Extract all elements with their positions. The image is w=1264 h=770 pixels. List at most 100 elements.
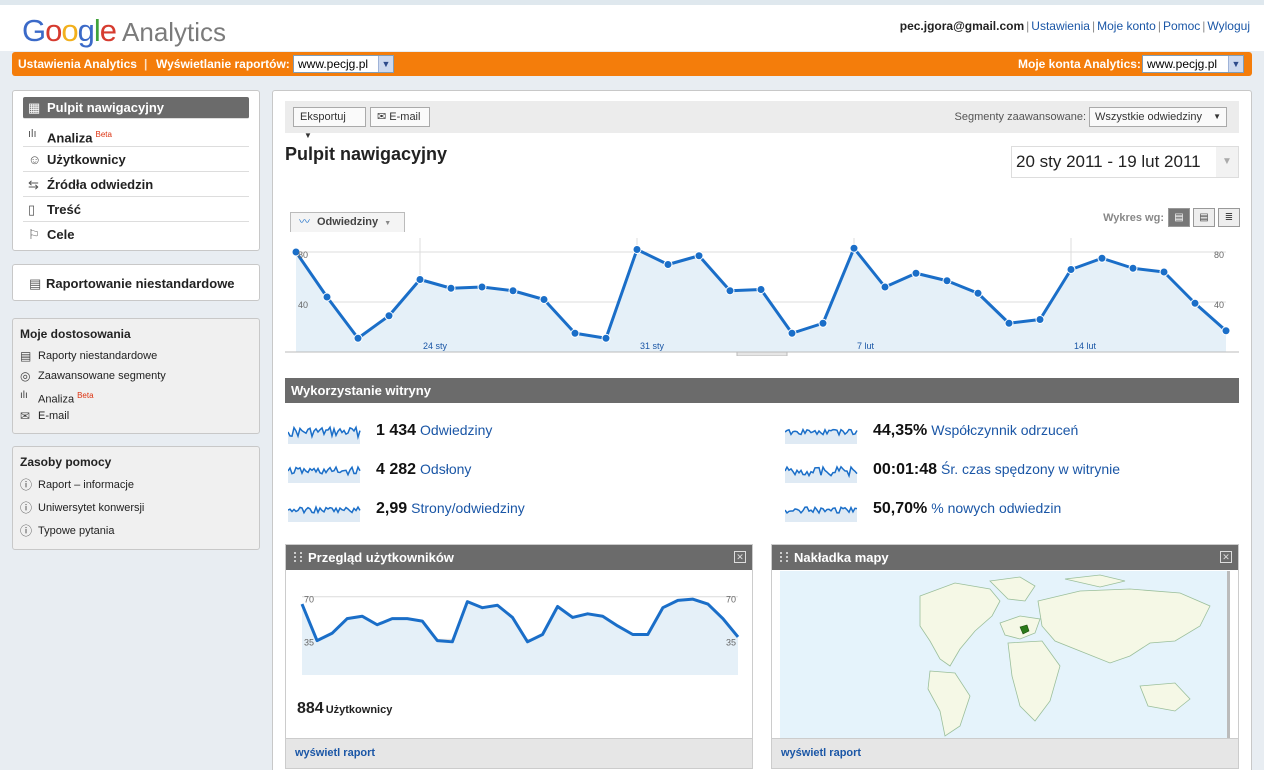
advanced-segments-link[interactable]: ◎ Zaawansowane segmenty xyxy=(20,366,252,386)
data-point[interactable] xyxy=(322,292,332,302)
chevron-down-icon: ▼ xyxy=(1228,56,1243,72)
analysis-link[interactable]: ılı Analiza Beta xyxy=(20,386,252,406)
data-point[interactable] xyxy=(849,243,859,253)
data-point[interactable] xyxy=(1066,265,1076,274)
analytics-settings-link[interactable]: Ustawienia Analytics xyxy=(18,57,137,71)
sparkline-line xyxy=(288,465,361,477)
data-point[interactable] xyxy=(911,268,921,278)
accounts-select[interactable]: www.pecjg.pl ▼ xyxy=(1142,55,1244,73)
view-report-link[interactable]: wyświetl raport xyxy=(781,747,862,759)
data-point[interactable] xyxy=(880,282,890,292)
series-line xyxy=(300,597,740,644)
world-map[interactable] xyxy=(780,571,1230,739)
data-point[interactable] xyxy=(756,285,766,294)
data-point[interactable] xyxy=(818,318,828,328)
data-point[interactable] xyxy=(632,245,642,254)
series-area xyxy=(296,248,1226,352)
data-point[interactable] xyxy=(942,276,952,286)
data-point[interactable] xyxy=(601,333,611,343)
map-overlay-header[interactable]: Nakładka mapy ✕ xyxy=(772,545,1238,570)
data-point[interactable] xyxy=(508,286,518,296)
data-point[interactable] xyxy=(663,260,673,269)
export-button[interactable]: Eksportuj ▼ xyxy=(293,107,366,140)
chart-metric-tab[interactable]: 〰 Odwiedziny ▼ xyxy=(290,212,405,232)
data-point[interactable] xyxy=(477,282,487,292)
metric-link[interactable]: Odwiedziny xyxy=(420,422,493,438)
view-day-button[interactable]: ▤ xyxy=(1168,208,1190,227)
settings-link[interactable]: Ustawienia xyxy=(1031,19,1090,33)
segments-label: Segmenty zaawansowane: xyxy=(954,111,1086,123)
sidebar-item-analysis[interactable]: ılı Analiza Beta xyxy=(23,122,249,147)
email-button[interactable]: ✉ E-mail xyxy=(370,107,430,127)
data-point[interactable] xyxy=(353,333,363,343)
drag-handle-icon[interactable] xyxy=(294,552,302,562)
data-point[interactable] xyxy=(1097,253,1107,263)
close-icon[interactable]: ✕ xyxy=(734,551,746,563)
beta-badge: Beta xyxy=(77,391,94,400)
sidebar-item-label: Źródła odwiedzin xyxy=(47,177,154,192)
metric-value: 44,35% Współczynnik odrzuceń xyxy=(873,422,1079,439)
chevron-down-icon: ▼ xyxy=(1216,147,1238,177)
user-icon: ☺ xyxy=(28,152,42,167)
sidebar-item-content[interactable]: ▯ Treść xyxy=(23,197,249,222)
report-view-select[interactable]: www.pecjg.pl ▼ xyxy=(293,55,394,73)
view-report-link[interactable]: wyświetl raport xyxy=(295,747,376,759)
help-link[interactable]: Pomoc xyxy=(1162,19,1201,33)
metric-link[interactable]: % nowych odwiedzin xyxy=(931,500,1062,516)
metric-link[interactable]: Śr. czas spędzony w witrynie xyxy=(941,461,1121,477)
users-overview-header[interactable]: Przegląd użytkowników ✕ xyxy=(286,545,752,570)
about-report-link[interactable]: ⓘ Raport – informacje xyxy=(20,474,252,497)
logo-product-text: Analytics xyxy=(122,17,227,47)
conversion-university-link[interactable]: ⓘ Uniwersytet konwersji xyxy=(20,497,252,520)
visits-chart: 40 40 80 80 24 sty 31 sty 7 lut 14 lut xyxy=(285,238,1239,356)
metric-link[interactable]: Współczynnik odrzuceń xyxy=(931,422,1079,438)
y-tick-label: 35 xyxy=(726,637,736,647)
sidebar-item-traffic-sources[interactable]: ⇆ Źródła odwiedzin xyxy=(23,172,249,197)
chart-icon: ılı xyxy=(28,128,37,140)
data-point[interactable] xyxy=(446,283,456,293)
data-point[interactable] xyxy=(570,328,580,338)
date-range-value: 20 sty 2011 - 19 lut 2011 xyxy=(1016,152,1201,171)
data-point[interactable] xyxy=(291,247,301,257)
drag-handle-icon[interactable] xyxy=(780,552,788,562)
data-point[interactable] xyxy=(694,251,704,261)
logout-link[interactable]: Wyloguj xyxy=(1207,19,1250,33)
sidebar-item-goals[interactable]: ⚐ Cele xyxy=(23,222,249,247)
sparkline-line xyxy=(785,427,858,437)
users-count-label: Użytkownicy xyxy=(325,704,393,716)
help-icon: ⓘ xyxy=(20,478,33,492)
data-point[interactable] xyxy=(725,286,735,296)
data-point[interactable] xyxy=(539,295,549,304)
metric-link[interactable]: Odsłony xyxy=(420,461,472,477)
view-week-button[interactable]: ▤ xyxy=(1193,208,1215,227)
data-point[interactable] xyxy=(973,288,983,298)
custom-reporting-link[interactable]: ▤ Raportowanie niestandardowe xyxy=(12,264,260,301)
mail-icon: ✉ xyxy=(20,409,31,423)
date-range-picker[interactable]: 20 sty 2011 - 19 lut 2011 ▼ xyxy=(1011,146,1239,178)
data-point[interactable] xyxy=(787,328,797,338)
custom-reports-link[interactable]: ▤ Raporty niestandardowe xyxy=(20,346,252,366)
view-month-button[interactable]: ≣ xyxy=(1218,208,1240,227)
data-point[interactable] xyxy=(1128,263,1138,273)
sidebar-item-dashboard[interactable]: ▦ Pulpit nawigacyjny xyxy=(23,97,249,119)
data-point[interactable] xyxy=(384,311,394,321)
sparkline xyxy=(288,505,361,522)
segments-select[interactable]: Wszystkie odwiedziny ▼ xyxy=(1089,107,1227,127)
sparkline-line xyxy=(288,425,361,440)
metric-link[interactable]: Strony/odwiedziny xyxy=(411,500,525,516)
email-label: E-mail xyxy=(38,410,70,422)
data-point[interactable] xyxy=(1004,318,1014,328)
data-point[interactable] xyxy=(1190,298,1200,308)
my-account-link[interactable]: Moje konto xyxy=(1097,19,1156,33)
google-analytics-logo[interactable]: Google Analytics xyxy=(22,13,227,48)
close-icon[interactable]: ✕ xyxy=(1220,551,1232,563)
map-highlight-region[interactable] xyxy=(1019,624,1030,635)
data-point[interactable] xyxy=(1221,326,1231,336)
common-questions-link[interactable]: ⓘ Typowe pytania xyxy=(20,520,252,543)
sidebar-item-users[interactable]: ☺ Użytkownicy xyxy=(23,147,249,172)
data-point[interactable] xyxy=(1159,267,1169,277)
data-point[interactable] xyxy=(415,275,425,284)
data-point[interactable] xyxy=(1035,315,1045,324)
chart-expand-handle[interactable] xyxy=(736,351,788,356)
email-link[interactable]: ✉ E-mail xyxy=(20,406,252,426)
